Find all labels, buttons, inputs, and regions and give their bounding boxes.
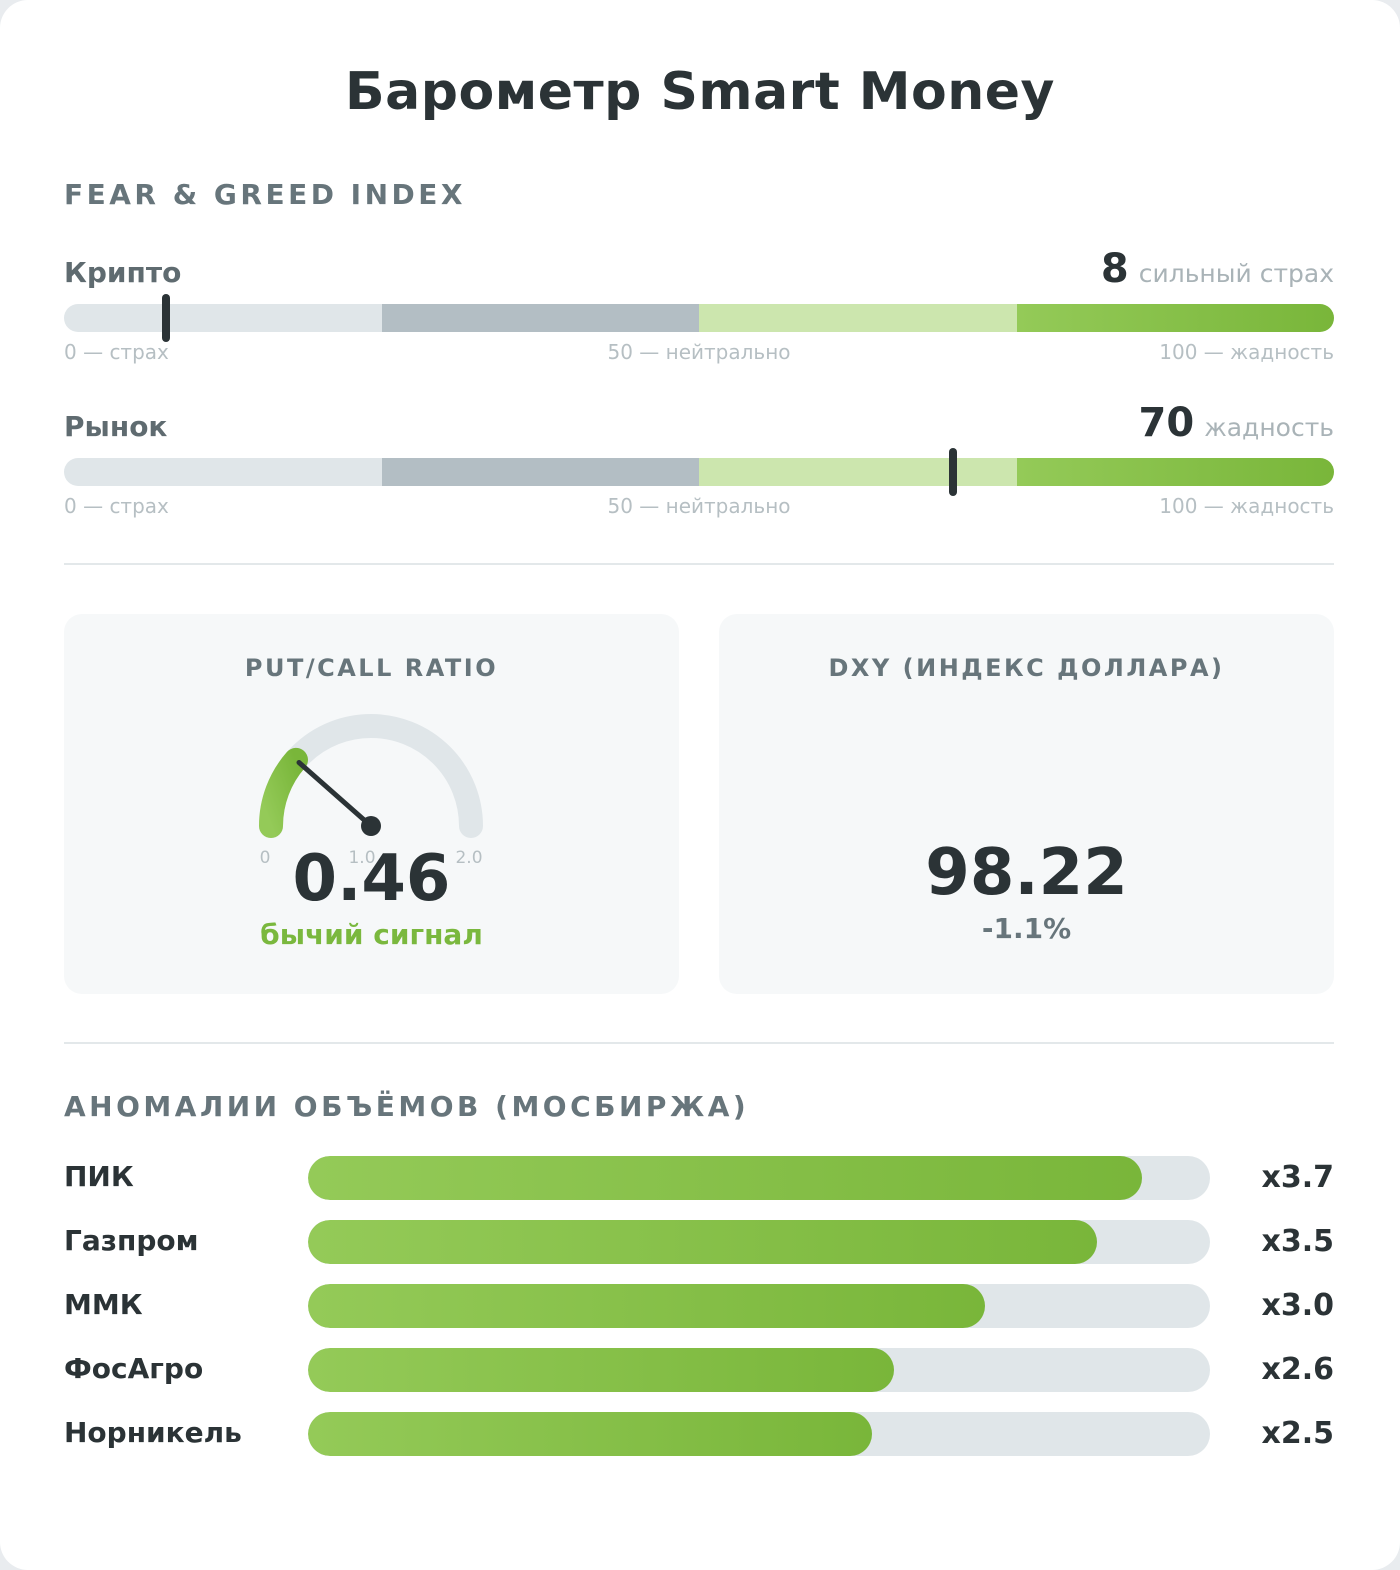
volume-bar-fill bbox=[308, 1284, 985, 1328]
dxy-panel: DXY (ИНДЕКС ДОЛЛАРА) 98.22 -1.1% bbox=[719, 614, 1334, 994]
dxy-value: 98.22 bbox=[925, 836, 1128, 910]
dxy-change: -1.1% bbox=[981, 912, 1072, 945]
fear-greed-state: жадность bbox=[1204, 413, 1334, 442]
volume-bar-fill bbox=[308, 1156, 1143, 1200]
volume-bar-track bbox=[308, 1412, 1210, 1456]
volume-row: ФосАгро x2.6 bbox=[64, 1348, 1334, 1392]
ticker-name: Норникель bbox=[64, 1416, 242, 1449]
page-title: Барометр Smart Money bbox=[345, 62, 1055, 122]
ticker-name: ФосАгро bbox=[64, 1352, 204, 1385]
fear-greed-row-crypto: Крипто 8 сильный страх 0 — страх 50 — ней… bbox=[64, 246, 1334, 376]
scale-label-mid: 50 — нейтрально bbox=[607, 340, 791, 364]
fear-greed-value: 70 bbox=[1138, 400, 1195, 446]
scale-label-min: 0 — страх bbox=[64, 340, 169, 364]
scale-segment-fear bbox=[64, 304, 382, 332]
scale-label-max: 100 — жадность bbox=[1159, 494, 1334, 518]
volume-multiplier: x2.5 bbox=[1261, 1416, 1335, 1451]
volume-multiplier: x3.0 bbox=[1261, 1288, 1335, 1323]
scale-segment-greed bbox=[1016, 304, 1334, 332]
dxy-readout: 98.22 -1.1% bbox=[719, 836, 1334, 945]
fear-greed-value: 8 bbox=[1100, 246, 1129, 292]
scale-segment-neutral-low bbox=[381, 304, 699, 332]
volume-section-label: АНОМАЛИИ ОБЪЁМОВ (МОСБИРЖА) bbox=[64, 1090, 750, 1123]
ticker-name: ММК bbox=[64, 1288, 143, 1321]
fear-greed-marker bbox=[949, 448, 957, 496]
put-call-readout: 0.46 бычий сигнал bbox=[64, 842, 679, 951]
scale-segment-greed bbox=[1016, 458, 1334, 486]
fear-greed-readout: 8 сильный страх bbox=[1101, 246, 1334, 292]
section-divider bbox=[64, 1042, 1334, 1044]
volume-bar-track bbox=[308, 1220, 1210, 1264]
fear-greed-row-market: Рынок 70 жадность 0 — страх 50 — нейтраль… bbox=[64, 400, 1334, 530]
volume-bar-track bbox=[308, 1348, 1210, 1392]
fear-greed-row-name: Крипто bbox=[64, 256, 182, 289]
put-call-value: 0.46 bbox=[292, 842, 451, 916]
scale-segment-neutral-high bbox=[699, 304, 1017, 332]
fear-greed-scale-bar bbox=[64, 304, 1334, 332]
section-divider bbox=[64, 563, 1334, 565]
fear-greed-readout: 70 жадность bbox=[1139, 400, 1334, 446]
ticker-name: ПИК bbox=[64, 1160, 134, 1193]
scale-label-min: 0 — страх bbox=[64, 494, 169, 518]
volume-bar-track bbox=[308, 1156, 1210, 1200]
scale-segment-neutral-high bbox=[699, 458, 1017, 486]
put-call-signal: бычий сигнал bbox=[260, 918, 483, 951]
fear-greed-state: сильный страх bbox=[1138, 259, 1334, 288]
ticker-name: Газпром bbox=[64, 1224, 199, 1257]
dxy-title: DXY (ИНДЕКС ДОЛЛАРА) bbox=[828, 654, 1225, 682]
volume-multiplier: x3.5 bbox=[1261, 1224, 1335, 1259]
fear-greed-section-label: FEAR & GREED INDEX bbox=[64, 178, 466, 211]
scale-segment-fear bbox=[64, 458, 382, 486]
volume-row: Газпром x3.5 bbox=[64, 1220, 1334, 1264]
volume-multiplier: x3.7 bbox=[1261, 1160, 1335, 1195]
volume-row: ММК x3.0 bbox=[64, 1284, 1334, 1328]
scale-segment-neutral-low bbox=[381, 458, 699, 486]
volume-row: ПИК x3.7 bbox=[64, 1156, 1334, 1200]
fear-greed-row-name: Рынок bbox=[64, 410, 168, 443]
put-call-title: PUT/CALL RATIO bbox=[244, 654, 499, 682]
scale-label-max: 100 — жадность bbox=[1159, 340, 1334, 364]
fear-greed-scale-bar bbox=[64, 458, 1334, 486]
volume-bar-fill bbox=[308, 1412, 872, 1456]
volume-row: Норникель x2.5 bbox=[64, 1412, 1334, 1456]
volume-bar-fill bbox=[308, 1220, 1098, 1264]
volume-bar-track bbox=[308, 1284, 1210, 1328]
scale-label-mid: 50 — нейтрально bbox=[607, 494, 791, 518]
volume-multiplier: x2.6 bbox=[1261, 1352, 1335, 1387]
fear-greed-marker bbox=[161, 294, 170, 342]
volume-bar-fill bbox=[308, 1348, 895, 1392]
